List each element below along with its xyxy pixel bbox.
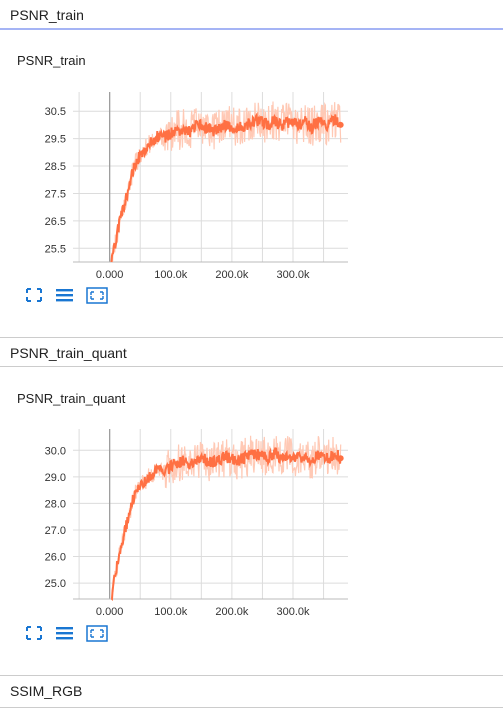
lines-icon[interactable]	[55, 287, 73, 303]
x-tick-label: 0.000	[96, 606, 124, 618]
expand-icon[interactable]	[25, 287, 43, 303]
fit-domain-icon[interactable]	[86, 287, 108, 304]
line-chart-psnr-train-quant: 0.000 100.0k 200.0k 300.0k 30.0 29.0 28.0 27.0 2…	[45, 429, 348, 618]
y-tick-label: 27.5	[45, 188, 66, 200]
y-tick-label: 27.0	[45, 525, 66, 537]
raw-series-line	[110, 101, 342, 263]
section-header-psnr-train[interactable]: PSNR_train	[0, 0, 503, 30]
y-tick-label: 30.5	[45, 106, 66, 118]
smoothed-series-line	[110, 111, 342, 263]
series-end-point	[337, 121, 344, 128]
expand-icon[interactable]	[25, 625, 43, 641]
x-tick-label: 100.0k	[154, 269, 188, 281]
chart-card-psnr-train: PSNR_train 0.000 100.0k 200.0k 300.0k 30.5 29…	[0, 32, 503, 332]
y-tick-label: 26.0	[45, 552, 66, 564]
chart-title: PSNR_train	[17, 53, 86, 68]
chart-title: PSNR_train_quant	[17, 391, 126, 406]
raw-series-line	[110, 435, 342, 600]
x-tick-label: 100.0k	[154, 606, 188, 618]
section-header-ssim-rgb[interactable]: SSIM_RGB	[0, 675, 503, 708]
line-chart-psnr-train: 0.000 100.0k 200.0k 300.0k 30.5 29.5 28.5 27.5 2…	[45, 92, 348, 281]
fit-domain-icon[interactable]	[86, 625, 108, 642]
x-tick-label: 300.0k	[276, 269, 310, 281]
y-tick-label: 28.5	[45, 161, 66, 173]
x-tick-label: 0.000	[96, 269, 124, 281]
x-tick-label: 200.0k	[215, 269, 249, 281]
x-tick-label: 300.0k	[276, 606, 310, 618]
section-header-psnr-train-quant[interactable]: PSNR_train_quant	[0, 337, 503, 367]
y-tick-label: 29.0	[45, 472, 66, 484]
y-tick-label: 29.5	[45, 134, 66, 146]
x-tick-label: 200.0k	[215, 606, 249, 618]
chart-card-psnr-train-quant: PSNR_train_quant 0.000 100.0k 200.0k 300.0k…	[0, 369, 503, 669]
y-tick-label: 25.5	[45, 243, 66, 255]
lines-icon[interactable]	[55, 625, 73, 641]
y-tick-label: 26.5	[45, 216, 66, 228]
y-tick-label: 28.0	[45, 498, 66, 510]
y-tick-label: 30.0	[45, 445, 66, 457]
smoothed-series-line	[110, 447, 342, 601]
series-end-point	[337, 455, 344, 462]
y-tick-label: 25.0	[45, 578, 66, 590]
